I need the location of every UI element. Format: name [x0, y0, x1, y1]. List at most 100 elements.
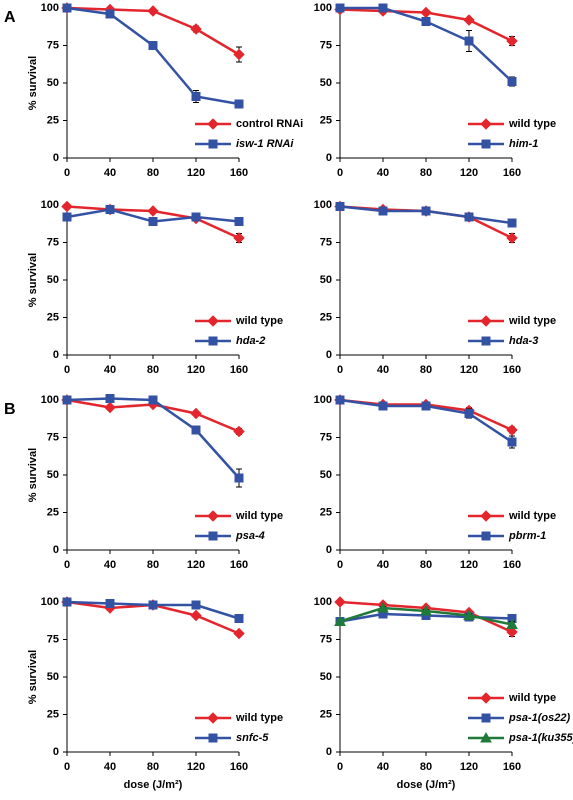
- legend-label: wild type: [235, 712, 283, 724]
- marker: [208, 531, 218, 541]
- marker: [105, 394, 115, 403]
- legend-label: pbrm-1: [508, 530, 546, 542]
- marker: [234, 614, 244, 623]
- marker: [463, 14, 475, 26]
- legend-label: wild type: [235, 315, 283, 327]
- x-axis-label: dose (J/m²): [124, 779, 183, 791]
- marker: [506, 626, 518, 638]
- marker: [62, 3, 72, 13]
- marker: [464, 409, 474, 418]
- marker: [481, 531, 491, 541]
- x-tick-label: 80: [420, 167, 432, 179]
- marker: [208, 336, 218, 346]
- x-tick-label: 40: [377, 559, 389, 571]
- marker: [507, 218, 517, 228]
- x-tick-label: 0: [337, 364, 343, 376]
- y-tick-label: 25: [320, 708, 332, 720]
- x-tick-label: 160: [230, 364, 248, 376]
- marker: [207, 315, 219, 327]
- x-tick-label: 160: [503, 364, 521, 376]
- y-tick-label: 0: [53, 746, 59, 758]
- y-tick-label: 25: [320, 506, 332, 518]
- marker: [421, 17, 431, 26]
- marker: [191, 600, 201, 610]
- y-tick-label: 75: [320, 431, 332, 443]
- marker: [480, 315, 492, 327]
- y-tick-label: 100: [41, 199, 59, 211]
- marker: [420, 6, 432, 19]
- marker: [463, 609, 475, 620]
- legend-label: wild type: [508, 118, 556, 130]
- marker: [378, 206, 388, 216]
- y-tick-label: 0: [53, 544, 59, 556]
- marker: [233, 425, 245, 438]
- x-tick-label: 160: [230, 559, 248, 571]
- x-tick-label: 40: [104, 167, 116, 179]
- x-tick-label: 40: [104, 559, 116, 571]
- y-tick-label: 75: [47, 431, 59, 443]
- marker: [148, 41, 158, 50]
- marker: [377, 601, 389, 613]
- marker: [506, 35, 518, 47]
- x-tick-label: 160: [230, 167, 248, 179]
- x-tick-label: 120: [187, 167, 205, 179]
- x-tick-label: 0: [337, 167, 343, 179]
- marker: [506, 424, 518, 436]
- x-tick-label: 160: [503, 167, 521, 179]
- marker: [191, 425, 201, 435]
- marker: [104, 401, 116, 414]
- legend-label: hda-2: [236, 335, 265, 347]
- y-tick-label: 50: [320, 77, 332, 89]
- y-tick-label: 100: [314, 199, 332, 211]
- y-tick-label: 50: [320, 671, 332, 683]
- y-tick-label: 100: [41, 394, 59, 406]
- marker: [480, 118, 492, 130]
- x-tick-label: 120: [460, 761, 478, 773]
- x-tick-label: 120: [187, 761, 205, 773]
- y-tick-label: 50: [320, 469, 332, 481]
- marker: [506, 618, 518, 629]
- y-tick-label: 0: [326, 152, 332, 164]
- marker: [480, 731, 492, 743]
- marker: [421, 206, 431, 216]
- y-tick-label: 0: [53, 152, 59, 164]
- marker: [234, 99, 244, 109]
- marker: [378, 401, 388, 411]
- marker: [207, 118, 219, 130]
- legend-label: control RNAi: [236, 118, 303, 130]
- x-tick-label: 120: [187, 364, 205, 376]
- marker: [507, 437, 517, 447]
- marker: [421, 401, 431, 411]
- marker: [233, 232, 245, 244]
- x-tick-label: 80: [147, 559, 159, 571]
- x-tick-label: 160: [503, 559, 521, 571]
- marker: [233, 627, 245, 640]
- x-tick-label: 80: [420, 761, 432, 773]
- marker: [335, 395, 345, 405]
- y-tick-label: 50: [47, 671, 59, 683]
- legend-label: hda-3: [509, 335, 538, 347]
- y-tick-label: 100: [41, 596, 59, 608]
- x-tick-label: 120: [187, 559, 205, 571]
- marker: [506, 232, 518, 244]
- x-tick-label: 0: [64, 364, 70, 376]
- marker: [190, 609, 202, 622]
- marker: [62, 212, 72, 222]
- y-tick-label: 75: [47, 236, 59, 248]
- marker: [464, 36, 474, 46]
- marker: [334, 596, 346, 608]
- y-axis-label: % survival: [27, 56, 39, 110]
- y-tick-label: 75: [47, 39, 59, 51]
- marker: [105, 599, 115, 608]
- marker: [507, 77, 517, 86]
- y-axis-label: % survival: [27, 448, 39, 502]
- marker: [147, 5, 159, 17]
- marker: [62, 597, 72, 607]
- legend-label: psa-4: [235, 530, 265, 542]
- y-tick-label: 100: [314, 2, 332, 14]
- series-line: [66, 6, 240, 106]
- x-tick-label: 0: [64, 167, 70, 179]
- x-tick-label: 120: [460, 364, 478, 376]
- y-tick-label: 50: [47, 469, 59, 481]
